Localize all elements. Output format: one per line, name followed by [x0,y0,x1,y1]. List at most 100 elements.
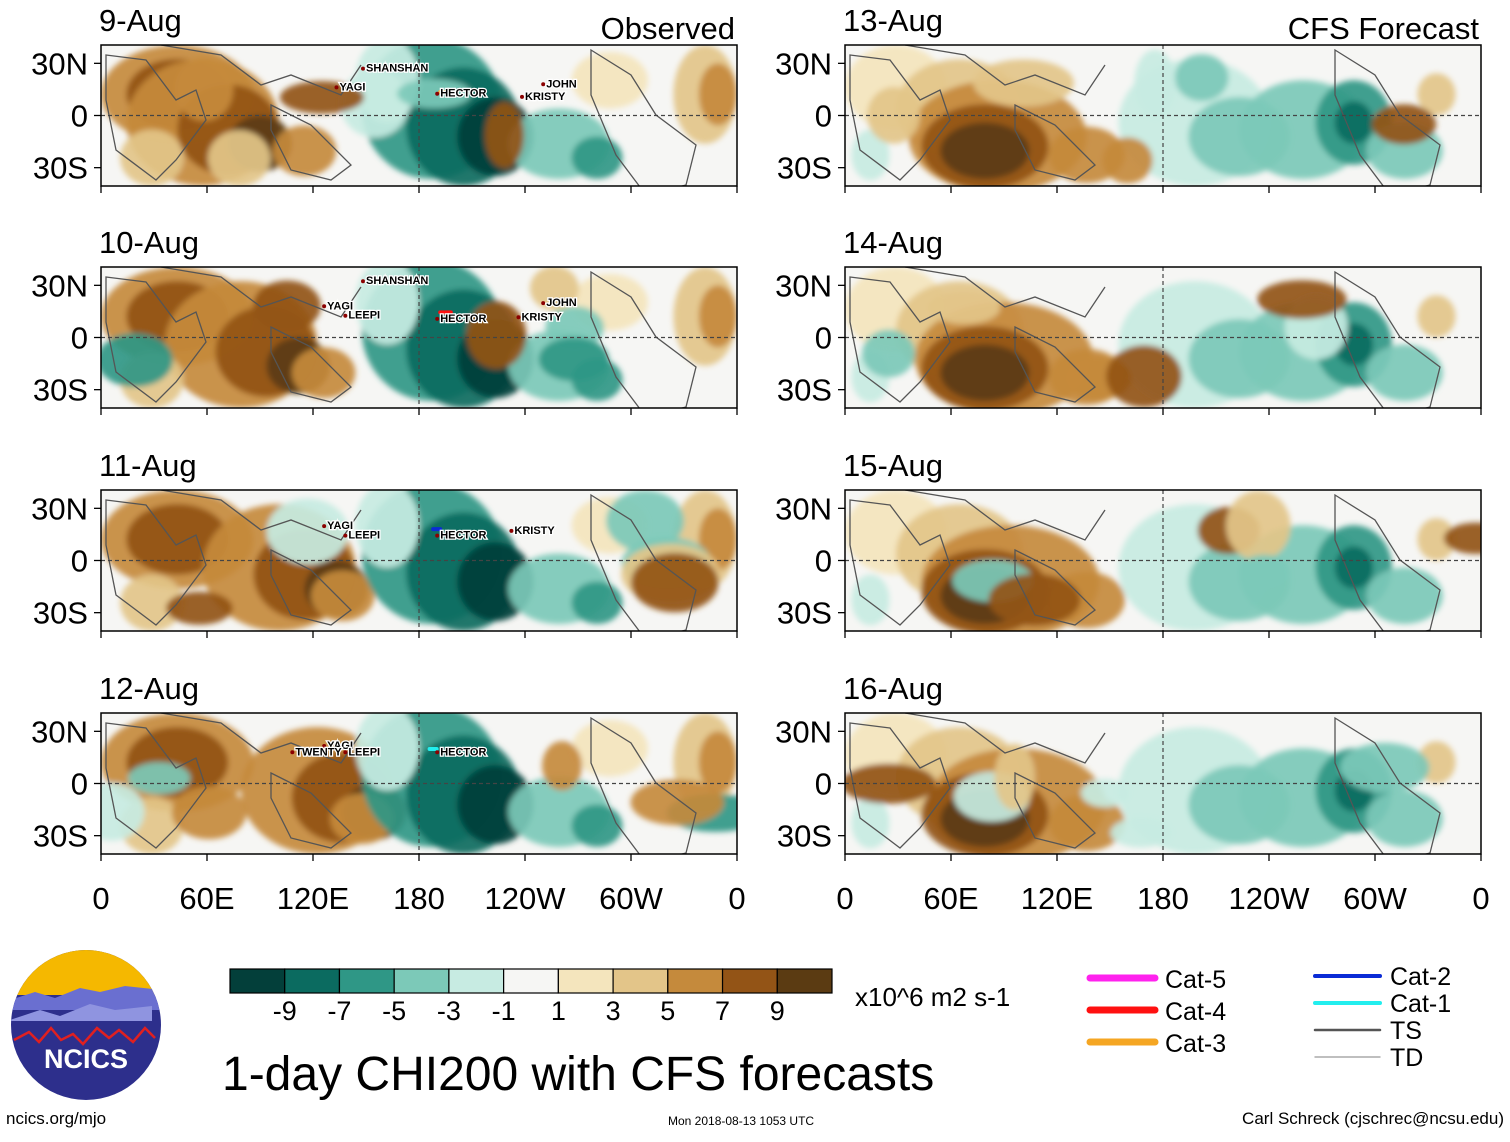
storm-name: YAGI [327,740,353,752]
lat-label: 0 [815,544,832,579]
lat-label: 30S [777,373,832,408]
legend-label: Cat-3 [1165,1030,1226,1058]
colorbar-tick: -3 [437,996,461,1026]
lon-label: 60W [599,881,663,916]
anomaly-region [310,570,375,622]
anomaly-region [1334,101,1373,144]
storm-marker [435,316,440,321]
australia-outline [1014,548,1096,626]
storm-name: TWENTY [295,746,342,758]
storm-name: SHANSHAN [366,275,428,287]
anomaly-region [1239,554,1290,590]
anomaly-region [355,713,419,791]
legend-label: Cat-2 [1390,963,1451,991]
panel-date: 14-Aug [843,225,943,260]
lat-label: 0 [815,321,832,356]
legend-label: Cat-5 [1165,966,1226,994]
anomaly-region [340,69,410,138]
storm-name: LEEPI [348,746,380,758]
anomaly-region [466,301,527,370]
anomaly-region [397,79,472,109]
lat-label: 30N [775,491,832,526]
lat-label: 30S [777,151,832,186]
storm-name: JOHN [546,78,577,90]
anomaly-region [174,57,234,122]
anomaly-region [128,762,191,795]
anomaly-region [940,344,1030,401]
lon-label: 60E [923,881,978,916]
storm-marker [290,750,295,755]
footer-url[interactable]: ncics.org/mjo [6,1109,107,1128]
anomaly-region [355,267,419,345]
asia-outline [904,45,1106,96]
anomaly-region [851,129,890,181]
storm-name: HECTOR [440,746,486,758]
anomaly-region [545,306,604,349]
colorbar-tick: -1 [492,996,516,1026]
colorbar-swatch [503,968,559,994]
australia-outline [1014,325,1096,403]
logo-mountains [11,986,161,1010]
australia-outline [270,103,352,181]
lat-label: 0 [71,767,88,802]
asia-outline [160,267,362,318]
australia-outline [1014,771,1096,849]
anomaly-region [1110,817,1172,848]
australia-outline [270,548,352,626]
anomaly-region [253,280,321,332]
colorbar-tick: 7 [715,996,730,1026]
panel-date: 11-Aug [99,448,197,483]
lat-label: 0 [71,544,88,579]
anomaly-region [1048,794,1125,852]
forecast-label: CFS Forecast [1288,11,1480,46]
africa-outline [105,499,207,626]
africa-outline [105,54,207,181]
storm-name: HECTOR [440,530,486,542]
anomaly-region [1225,490,1291,561]
panel-date: 16-Aug [843,671,943,706]
storm-name: HECTOR [440,313,486,325]
lat-label: 30S [33,373,88,408]
anomaly-region [120,129,184,186]
logo-text: NCICS [44,1044,128,1074]
storm-marker [343,750,348,755]
colorbar-tick: 9 [770,996,785,1026]
anomaly-region [266,498,349,565]
lon-label: 0 [92,881,109,916]
anomaly-region [542,741,583,791]
anomaly-region [606,490,685,552]
africa-outline [849,499,951,626]
figure-title: 1-day CHI200 with CFS forecasts [222,1048,934,1101]
anomaly-region [973,59,1075,107]
anomaly-region [927,291,1001,325]
map-panel: 30N 0 30S 15-Aug [775,448,1482,638]
lat-label: 30N [31,491,88,526]
lon-label: 180 [393,881,445,916]
colorbar-swatch [557,968,614,994]
anomaly-region [851,574,890,626]
anomaly-region [279,81,365,114]
colorbar: -9 -7 -5 -3 -1 1 3 5 7 9 x10^6 m2 s-1 [229,968,1010,1026]
anomaly-region [1417,73,1456,116]
storm-marker [361,279,365,284]
storm-name: LEEPI [348,530,380,542]
storm-marker [435,533,440,538]
anomaly-region [1417,295,1456,338]
anomaly-region [630,779,724,826]
anomaly-region [571,581,623,624]
storm-marker [322,524,327,529]
storm-name: KRISTY [514,525,555,537]
lon-label: 120E [277,881,349,916]
anomaly-region [940,122,1030,179]
lon-label: 120W [485,881,567,916]
anomaly-region [1334,546,1373,589]
lat-label: 0 [71,99,88,134]
colorbar-swatch [448,968,505,994]
colorbar-tick: 5 [660,996,675,1026]
africa-outline [849,276,951,403]
